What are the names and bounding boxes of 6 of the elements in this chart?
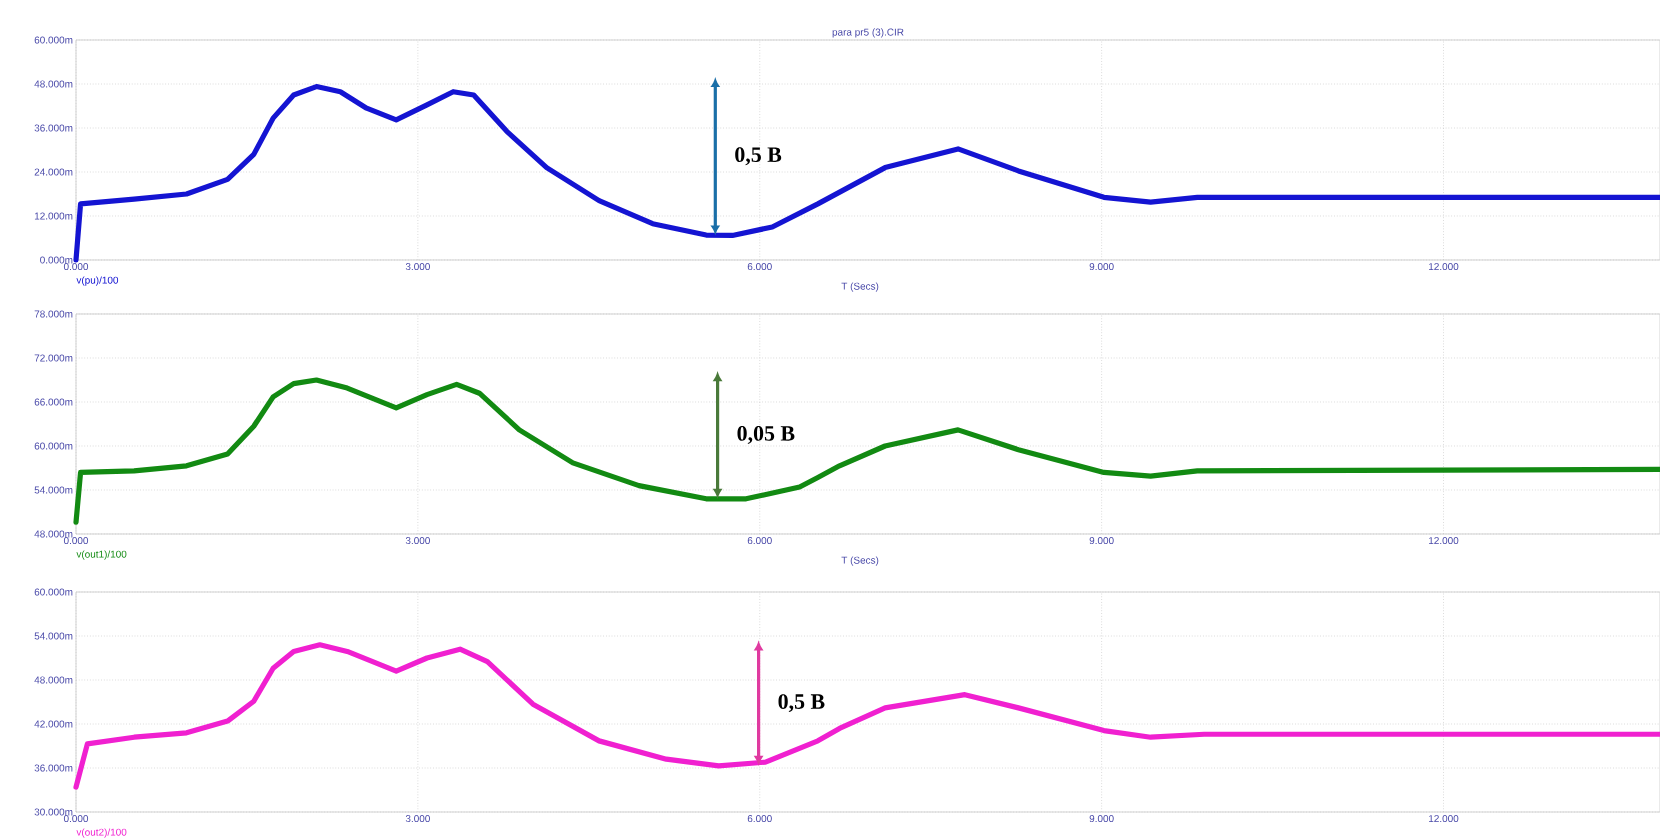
annotation: 0,5 B: [735, 147, 782, 166]
line-series: [73, 83, 1660, 263]
line-series: [73, 642, 1660, 790]
annotation: 0,05 B: [737, 426, 795, 444]
annotation: 0,5 B: [778, 694, 825, 713]
line-series: [73, 377, 1660, 525]
